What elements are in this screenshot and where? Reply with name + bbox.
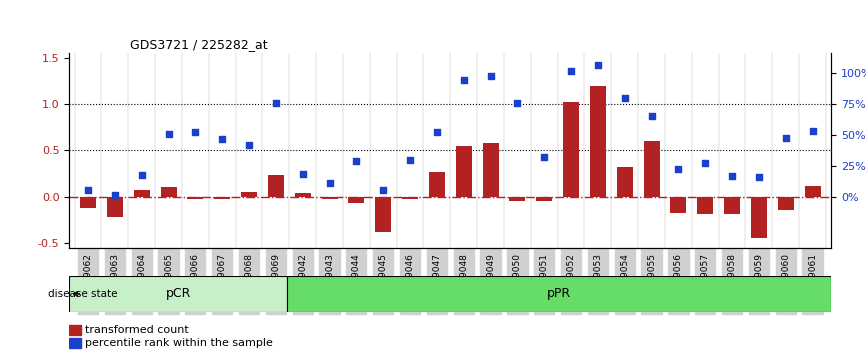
Bar	[751, 197, 767, 238]
Point	[108, 192, 122, 198]
Bar	[214, 197, 230, 199]
Point	[752, 175, 766, 180]
Text: pPR: pPR	[547, 287, 572, 300]
Text: disease state: disease state	[48, 289, 117, 299]
Text: pCR: pCR	[165, 287, 191, 300]
Point	[404, 157, 417, 162]
Point	[430, 129, 444, 135]
Point	[483, 73, 497, 79]
Bar	[563, 102, 579, 197]
Text: GDS3721 / 225282_at: GDS3721 / 225282_at	[130, 38, 268, 51]
Bar	[133, 190, 150, 197]
Bar	[321, 197, 338, 199]
Bar	[268, 175, 284, 197]
Bar	[536, 197, 553, 200]
Point	[323, 180, 337, 186]
Point	[350, 158, 364, 164]
Bar	[778, 197, 794, 210]
Bar	[670, 197, 687, 213]
Point	[377, 188, 391, 193]
Text: transformed count: transformed count	[85, 325, 188, 335]
Bar	[590, 86, 606, 197]
Point	[725, 173, 739, 179]
Bar	[69, 338, 81, 348]
FancyBboxPatch shape	[69, 276, 287, 312]
Bar	[402, 197, 418, 199]
Bar	[482, 143, 499, 197]
Bar	[697, 197, 714, 215]
Bar	[724, 197, 740, 215]
Text: percentile rank within the sample: percentile rank within the sample	[85, 337, 273, 348]
Point	[779, 136, 792, 141]
Point	[189, 129, 203, 135]
Bar	[187, 197, 204, 199]
Point	[644, 113, 658, 119]
Bar	[294, 193, 311, 197]
Point	[805, 128, 819, 134]
Bar	[107, 197, 123, 217]
Bar	[160, 187, 177, 197]
Point	[242, 142, 256, 148]
Bar	[509, 197, 526, 200]
Bar	[456, 146, 472, 197]
Bar	[375, 197, 391, 232]
Bar	[617, 167, 633, 197]
Point	[537, 154, 551, 160]
Bar	[643, 141, 660, 197]
Point	[564, 68, 578, 74]
Bar	[348, 197, 365, 203]
Point	[135, 172, 149, 177]
Bar	[241, 192, 257, 197]
Bar	[429, 172, 445, 197]
Point	[296, 171, 310, 176]
Point	[456, 77, 470, 83]
Bar	[69, 325, 81, 335]
Point	[617, 95, 631, 101]
Point	[269, 100, 283, 106]
Point	[591, 62, 604, 68]
Bar	[80, 197, 96, 208]
Point	[216, 137, 229, 142]
Point	[671, 166, 685, 172]
FancyBboxPatch shape	[287, 276, 831, 312]
Bar	[805, 186, 821, 197]
Point	[162, 131, 176, 137]
Point	[81, 188, 95, 193]
Point	[698, 161, 712, 166]
Point	[510, 100, 524, 106]
